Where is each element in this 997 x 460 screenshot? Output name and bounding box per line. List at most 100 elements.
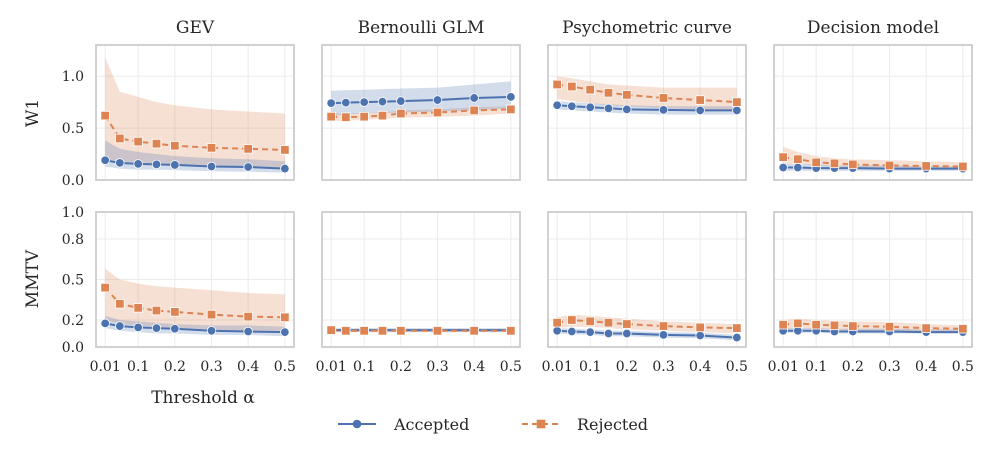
accepted-point	[552, 326, 562, 336]
rejected-point	[585, 84, 595, 95]
rejected-point	[100, 110, 110, 121]
accepted-point	[280, 327, 290, 337]
rejected-point	[603, 88, 614, 98]
accepted-point	[469, 93, 479, 103]
rejected-point	[133, 303, 143, 313]
accepted-point	[585, 102, 595, 113]
x-tick-label: 0.2	[842, 359, 864, 375]
x-tick-label: 0.2	[616, 359, 638, 375]
rejected-point	[848, 159, 858, 170]
rejected-line	[783, 156, 963, 168]
rejected-point	[151, 305, 162, 316]
rejected-point	[778, 152, 788, 162]
column-title: Decision model	[807, 18, 939, 38]
facet-panel	[547, 44, 747, 181]
accepted-point	[206, 161, 217, 172]
panel-frame	[95, 211, 295, 348]
accepted-line	[783, 166, 963, 170]
x-tick-label: 0.4	[689, 359, 711, 375]
legend-marker	[352, 419, 362, 429]
accepted-point	[506, 92, 516, 102]
rejected-point	[622, 319, 632, 329]
accepted-point	[170, 324, 180, 334]
rejected-point	[359, 326, 369, 336]
x-tick-label: 0.1	[579, 359, 601, 375]
accepted-point	[622, 104, 632, 115]
rejected-point	[793, 318, 803, 329]
accepted-point	[206, 326, 217, 336]
accepted-point	[151, 159, 162, 170]
accepted-point	[396, 96, 406, 106]
accepted-point	[658, 330, 669, 340]
accepted-point	[243, 326, 253, 337]
rejected-point	[585, 316, 595, 327]
rejected-point	[243, 144, 253, 154]
rejected-point	[377, 326, 388, 336]
rejected-point	[243, 311, 253, 322]
rejected-point	[100, 282, 110, 293]
accepted-point	[732, 332, 742, 343]
accepted-point	[115, 158, 125, 168]
rejected-point	[829, 158, 840, 169]
accepted-point	[432, 95, 443, 105]
column-title: Bernoulli GLM	[358, 18, 485, 38]
rejected-point	[133, 136, 143, 147]
rejected-point	[884, 322, 895, 332]
panel-frame	[547, 44, 747, 181]
row-labels: W1 MMTV	[23, 99, 43, 308]
y-tick-label: 0.8	[62, 232, 84, 248]
accepted-point	[585, 327, 595, 337]
accepted-point	[115, 321, 125, 331]
accepted-point	[552, 100, 562, 110]
x-tick-label: 0.5	[726, 359, 748, 375]
column-title: Psychometric curve	[562, 18, 732, 38]
accepted-point	[695, 105, 705, 116]
rejected-point	[695, 95, 705, 105]
x-tick-label: 0.3	[878, 359, 900, 375]
accepted-point	[603, 103, 614, 114]
rejected-point	[603, 317, 614, 328]
facet-panel: 0.01 0.1 0.2 0.3 0.4 0.5	[768, 211, 974, 375]
panels: 0.0 0.5 1.0 0.0 0.2 0.5 0.8 1.0 0.01 0.1 0.2 0.3 0.4…	[62, 44, 974, 375]
rejected-band	[105, 57, 285, 168]
accepted-point	[280, 163, 290, 174]
rejected-band	[557, 314, 737, 334]
rejected-line	[331, 108, 511, 119]
panel-frame	[773, 44, 973, 181]
rejected-point	[170, 141, 180, 151]
rejected-point	[377, 110, 388, 121]
rejected-point	[469, 326, 479, 336]
facet-panel	[773, 44, 973, 181]
x-tick-label: 0.5	[500, 359, 522, 375]
legend-marker	[536, 419, 546, 429]
rejected-point	[396, 326, 406, 336]
rejected-point	[341, 112, 351, 122]
rejected-point	[326, 325, 336, 335]
rejected-point	[778, 320, 788, 330]
y-tick-label: 1.0	[62, 205, 84, 221]
x-tick-label: 0.01	[316, 359, 347, 375]
x-tick-label: 0.2	[390, 359, 412, 375]
rejected-point	[829, 320, 840, 331]
accepted-point	[133, 159, 143, 169]
rejected-point	[206, 143, 217, 153]
panel-frame	[547, 211, 747, 348]
y-tick-label: 1.0	[62, 69, 84, 85]
x-tick-label: 0.1	[353, 359, 375, 375]
rejected-point	[341, 326, 351, 336]
accepted-point	[100, 318, 110, 329]
panel-frame	[95, 44, 295, 181]
rejected-point	[280, 312, 290, 323]
rejected-line	[783, 322, 963, 330]
rejected-point	[170, 307, 180, 317]
accepted-point	[359, 97, 369, 107]
rejected-point	[506, 326, 516, 336]
x-tick-label: 0.3	[426, 359, 448, 375]
rejected-point	[326, 111, 336, 122]
rejected-line	[557, 83, 737, 104]
rejected-point	[622, 90, 632, 100]
rejected-point	[151, 138, 162, 149]
accepted-point	[133, 322, 143, 333]
legend-item: Rejected	[522, 415, 648, 434]
